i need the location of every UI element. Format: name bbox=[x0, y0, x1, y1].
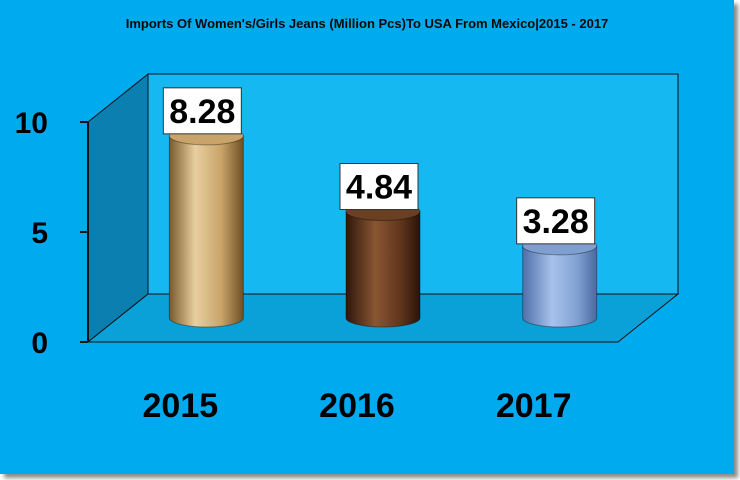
data-label: 8.28 bbox=[169, 93, 235, 131]
y-tick-label: 10 bbox=[15, 107, 48, 140]
data-label-box bbox=[339, 163, 419, 211]
y-tick-label: 5 bbox=[31, 217, 48, 250]
bar-2015: 8.28 bbox=[162, 87, 244, 328]
y-tick-label: 0 bbox=[31, 327, 48, 360]
bar-body bbox=[345, 211, 421, 328]
chart-title: Imports Of Women's/Girls Jeans (Million … bbox=[125, 16, 609, 31]
x-axis: 2015 2016 2017 bbox=[143, 387, 572, 425]
x-tick-label: 2017 bbox=[496, 387, 572, 425]
bar-2017: 3.28 bbox=[516, 197, 598, 328]
data-label-box bbox=[516, 197, 596, 245]
data-label: 4.84 bbox=[346, 169, 412, 207]
bars: 8.28 4.84 3.28 bbox=[162, 87, 598, 328]
x-tick-label: 2016 bbox=[319, 387, 395, 425]
x-tick-label: 2015 bbox=[143, 387, 219, 425]
bar-body bbox=[522, 245, 598, 328]
data-label: 3.28 bbox=[523, 203, 589, 241]
data-label-box bbox=[162, 87, 242, 135]
y-axis: 0 5 10 bbox=[15, 107, 89, 360]
bar-body bbox=[168, 135, 244, 328]
bar-2016: 4.84 bbox=[339, 163, 421, 328]
